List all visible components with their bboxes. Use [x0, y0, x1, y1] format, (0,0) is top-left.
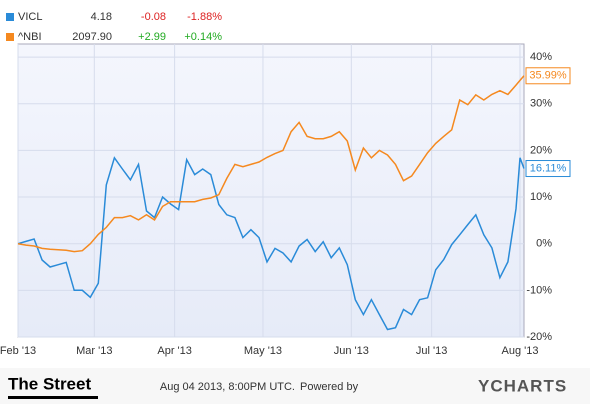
- y-tick-label: 40%: [530, 51, 552, 63]
- y-tick-label: -20%: [526, 331, 552, 343]
- x-tick-label: Jul '13: [416, 345, 447, 357]
- legend-name: VICL: [18, 11, 42, 23]
- series-line: [17, 75, 525, 253]
- x-tick-label: May '13: [244, 345, 282, 357]
- end-label: 16.11%: [530, 162, 567, 174]
- series-line: [17, 156, 525, 331]
- source-logo: The Street: [8, 374, 91, 393]
- legend-price: 4.18: [91, 11, 112, 23]
- x-tick-label: Aug '13: [501, 345, 538, 357]
- end-label-box: [525, 67, 571, 85]
- powered-by: Powered by: [300, 381, 359, 393]
- footer-bar: [0, 368, 590, 404]
- legend-name: ^NBI: [18, 31, 42, 43]
- y-tick-label: 30%: [530, 98, 552, 110]
- x-tick-label: Jun '13: [334, 345, 369, 357]
- legend-change-pct: +0.14%: [184, 31, 222, 43]
- legend-swatch: [6, 13, 14, 21]
- y-tick-label: 20%: [530, 144, 552, 156]
- y-tick-label: -10%: [526, 284, 552, 296]
- timestamp: Aug 04 2013, 8:00PM UTC.: [160, 381, 295, 393]
- legend-swatch: [6, 33, 14, 41]
- logo-underline: [8, 396, 98, 399]
- y-tick-label: 0%: [536, 238, 552, 250]
- x-tick-label: Feb '13: [0, 345, 36, 357]
- legend-change: -0.08: [141, 11, 166, 23]
- x-tick-label: Mar '13: [76, 345, 112, 357]
- brand-logo: YCHARTS: [478, 376, 567, 395]
- end-label: 35.99%: [529, 70, 567, 82]
- legend-change: +2.99: [138, 31, 166, 43]
- legend-change-pct: -1.88%: [187, 11, 222, 23]
- y-tick-label: 10%: [530, 191, 552, 203]
- end-label-box: [525, 160, 571, 178]
- x-tick-label: Apr '13: [157, 345, 192, 357]
- plot-area: [17, 43, 525, 338]
- legend-price: 2097.90: [72, 31, 112, 43]
